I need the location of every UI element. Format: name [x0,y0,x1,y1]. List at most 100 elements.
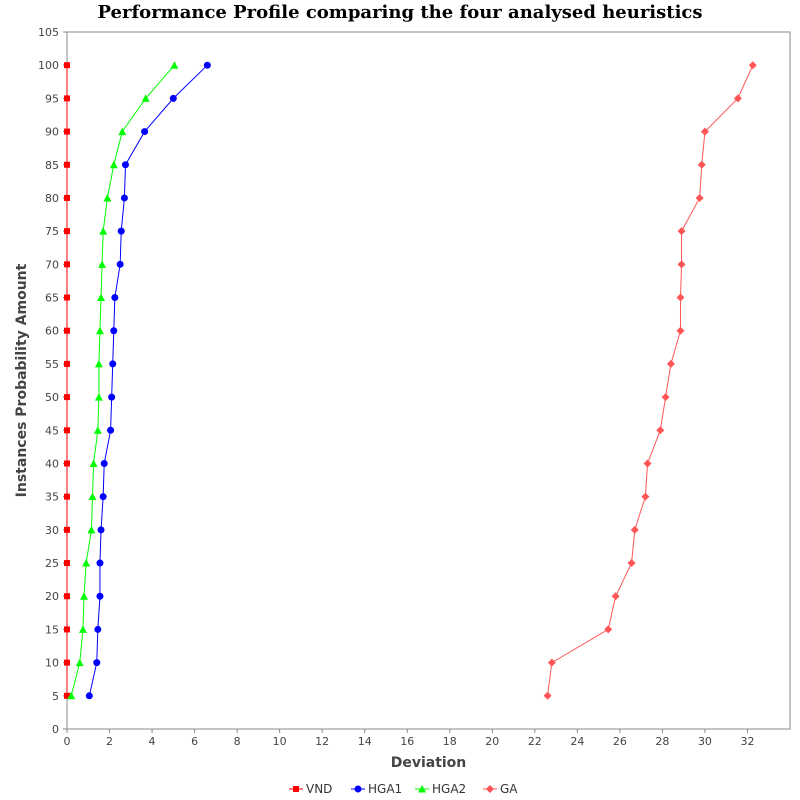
x-tick-label: 18 [443,735,457,748]
data-point-ga [627,559,636,568]
x-tick-label: 16 [400,735,414,748]
data-point-hga2 [89,459,98,467]
data-point-ga [697,160,706,169]
x-tick-label: 12 [315,735,329,748]
data-point-hga1 [108,393,116,401]
series-line-hga2 [70,64,175,696]
data-point-hga2 [99,227,108,235]
data-point-hga1 [94,625,102,633]
legend-label-ga: GA [500,782,518,796]
legend-label-vnd: VND [306,782,332,796]
legend-marker-hga1 [354,785,362,793]
x-tick-label: 8 [234,735,241,748]
data-point-hga2 [98,260,107,268]
y-tick-label: 65 [45,292,59,305]
series-ga [543,61,757,700]
data-point-ga [611,592,620,601]
y-axis-label: Instances Probability Amount [14,263,30,497]
data-point-hga2 [97,293,106,302]
data-point-vnd [64,128,70,135]
data-point-hga1 [93,659,101,667]
data-point-hga2 [118,127,127,136]
data-point-ga [641,492,650,501]
x-tick-label: 26 [613,735,627,748]
series-hga2 [67,61,179,700]
data-point-hga2 [141,94,150,102]
data-point-ga [666,359,675,368]
data-point-vnd [64,659,70,666]
series-line-hga1 [88,64,208,696]
data-point-hga1 [169,94,177,102]
data-point-hga2 [67,691,76,700]
data-point-ga [661,393,670,402]
y-tick-label: 30 [45,524,59,537]
data-point-hga1 [99,493,107,501]
data-point-hga2 [75,658,84,667]
data-point-vnd [64,560,70,567]
data-point-hga2 [87,525,96,534]
y-tick-label: 45 [45,424,59,437]
x-tick-label: 22 [528,735,542,748]
data-point-hga1 [100,459,108,467]
data-point-hga1 [203,61,211,69]
data-point-ga [700,127,709,136]
data-point-hga1 [96,592,104,600]
data-point-vnd [64,261,70,268]
y-tick-label: 0 [52,723,59,736]
x-tick-label: 24 [570,735,584,748]
series-vnd [64,62,70,699]
data-point-hga1 [121,161,129,169]
data-point-vnd [64,161,70,168]
data-point-hga1 [120,194,128,202]
data-point-hga1 [116,260,124,268]
legend-marker-ga [486,785,494,793]
legend-marker-hga2 [418,785,426,793]
data-point-vnd [64,327,70,334]
data-point-ga [604,625,613,634]
data-point-hga1 [97,526,105,534]
x-tick-label: 6 [191,735,198,748]
data-point-ga [748,61,757,70]
series-line-ga [547,64,754,696]
legend-label-hga1: HGA1 [368,782,402,796]
y-tick-label: 40 [45,457,59,470]
legend-item-vnd: VND [289,782,332,796]
data-point-hga2 [95,326,104,335]
x-tick-label: 14 [358,735,372,748]
data-point-ga [676,326,685,335]
y-tick-label: 35 [45,491,59,504]
data-point-vnd [64,460,70,467]
legend-item-ga: GA [483,782,518,796]
legend-marker-vnd [293,786,299,792]
data-point-hga1 [141,128,149,136]
data-point-hga2 [93,426,102,434]
x-tick-label: 20 [485,735,499,748]
y-tick-label: 50 [45,391,59,404]
data-point-vnd [64,62,70,69]
y-tick-label: 15 [45,623,59,636]
legend-item-hga2: HGA2 [415,782,466,796]
data-point-vnd [64,228,70,235]
data-point-vnd [64,593,70,600]
data-point-vnd [64,194,70,201]
data-point-hga2 [94,359,103,368]
y-tick-label: 95 [45,92,59,105]
data-point-vnd [64,526,70,533]
y-tick-label: 105 [38,26,59,39]
data-point-hga2 [103,193,112,202]
data-point-vnd [64,95,70,102]
y-tick-label: 75 [45,225,59,238]
data-point-hga2 [78,625,87,633]
data-point-ga [677,260,686,269]
y-axis: 0 5 10 15 20 25 30 35 40 45 50 55 60 65 70 75 80 85 90 95 10… [38,26,67,736]
data-point-vnd [64,360,70,367]
y-tick-label: 100 [38,59,59,72]
x-tick-label: 30 [698,735,712,748]
data-point-hga1 [85,692,93,700]
data-point-hga1 [111,294,119,302]
y-tick-label: 90 [45,126,59,139]
data-point-ga [547,658,556,667]
x-tick-label: 0 [64,735,71,748]
y-tick-label: 80 [45,192,59,205]
